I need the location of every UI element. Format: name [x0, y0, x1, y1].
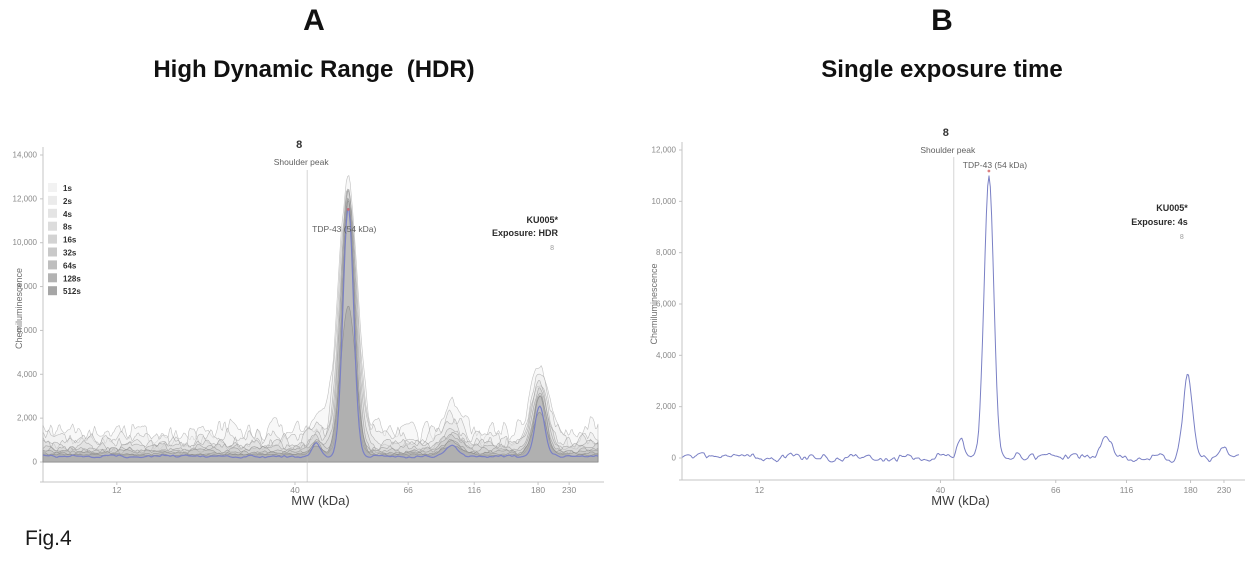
y-axis-title: Chemiluminescence — [14, 268, 24, 349]
exposure-label: Exposure: HDR — [492, 228, 559, 238]
peak-number-label: 8 — [296, 139, 302, 151]
legend-swatch-32s — [48, 247, 57, 257]
panel-a-letter: A — [303, 4, 325, 37]
panel-b-header: B Single exposure time — [628, 0, 1256, 85]
y-tick-label: 6,000 — [656, 300, 677, 309]
capillary-marker: 8 — [550, 245, 554, 252]
y-tick-label: 8,000 — [17, 282, 38, 291]
panel-a-header: A High Dynamic Range (HDR) — [0, 0, 628, 85]
y-tick-label: 4,000 — [656, 351, 677, 360]
legend-label-64s: 64s — [63, 261, 77, 270]
x-tick-label: 12 — [755, 485, 765, 495]
panel-b-title: Single exposure time — [821, 56, 1063, 83]
chart-single-exposure: 0 2,000 4,000 6,000 8,000 10,000 12,000 12 40 66 1… — [649, 127, 1245, 508]
legend-swatch-128s — [48, 273, 57, 283]
legend-label-8s: 8s — [63, 223, 72, 232]
legend-label-2s: 2s — [63, 197, 72, 206]
legend-label-16s: 16s — [63, 236, 77, 245]
legend-swatch-4s — [48, 208, 57, 218]
peak-number-label: 8 — [943, 127, 949, 139]
legend-swatch-2s — [48, 195, 57, 205]
exposure-label: Exposure: 4s — [1131, 217, 1188, 227]
y-tick-label: 0 — [672, 454, 677, 463]
y-tick-label: 6,000 — [17, 326, 38, 335]
y-tick-label: 10,000 — [13, 238, 38, 247]
x-tick-label: 116 — [1120, 485, 1134, 495]
panel-a-title: High Dynamic Range (HDR) — [153, 56, 475, 83]
legend-label-512s: 512s — [63, 287, 81, 296]
legend-label-32s: 32s — [63, 249, 77, 258]
x-tick-label: 40 — [290, 485, 300, 495]
legend-label-1s: 1s — [63, 184, 72, 193]
x-tick-label: 12 — [112, 485, 122, 495]
sample-label: KU005* — [527, 215, 559, 225]
x-tick-label: 66 — [403, 485, 413, 495]
legend-swatch-512s — [48, 286, 57, 296]
y-tick-label: 0 — [33, 458, 38, 467]
shoulder-peak-label: Shoulder peak — [920, 145, 976, 155]
x-tick-label: 66 — [1051, 485, 1061, 495]
x-tick-label: 230 — [562, 485, 576, 495]
x-tick-label: 116 — [467, 485, 481, 495]
figure-caption: Fig.4 — [25, 527, 72, 550]
y-tick-label: 12,000 — [13, 194, 38, 203]
trace-HDR — [42, 208, 599, 459]
band-label: TDP-43 (54 kDa) — [963, 160, 1027, 170]
x-axis-title: MW (kDa) — [931, 493, 990, 508]
legend-swatch-1s — [48, 183, 57, 192]
legend-label-4s: 4s — [63, 210, 72, 219]
peak-apex-marker — [987, 169, 991, 173]
chart-hdr: 0 2,000 4,000 6,000 8,000 10,000 12,000 14,000 1… — [13, 139, 604, 508]
legend-swatch-64s — [48, 260, 57, 270]
x-axis-title: MW (kDa) — [291, 493, 350, 508]
y-tick-label: 12,000 — [652, 146, 677, 155]
trace-1s — [42, 175, 599, 463]
y-tick-label: 2,000 — [17, 414, 38, 423]
peak-apex-marker — [346, 208, 350, 211]
x-tick-label: 40 — [936, 485, 946, 495]
y-axis-title: Chemiluminescence — [649, 263, 659, 344]
y-tick-label: 14,000 — [13, 151, 38, 160]
legend-swatch-8s — [48, 221, 57, 231]
capillary-marker: 8 — [1180, 234, 1184, 241]
x-tick-label: 230 — [1217, 485, 1231, 495]
legend-label-128s: 128s — [63, 274, 81, 283]
y-tick-label: 8,000 — [656, 248, 677, 257]
sample-label: KU005* — [1156, 203, 1188, 213]
y-tick-label: 2,000 — [656, 402, 677, 411]
panel-b-letter: B — [931, 4, 953, 37]
x-tick-label: 180 — [1183, 485, 1197, 495]
trace-4s — [681, 175, 1240, 463]
legend-swatch-16s — [48, 234, 57, 244]
y-tick-label: 4,000 — [17, 370, 38, 379]
shoulder-peak-label: Shoulder peak — [274, 157, 330, 167]
band-label: TDP-43 (54 kDa) — [312, 224, 376, 234]
y-tick-label: 10,000 — [652, 197, 677, 206]
x-tick-label: 180 — [531, 485, 545, 495]
